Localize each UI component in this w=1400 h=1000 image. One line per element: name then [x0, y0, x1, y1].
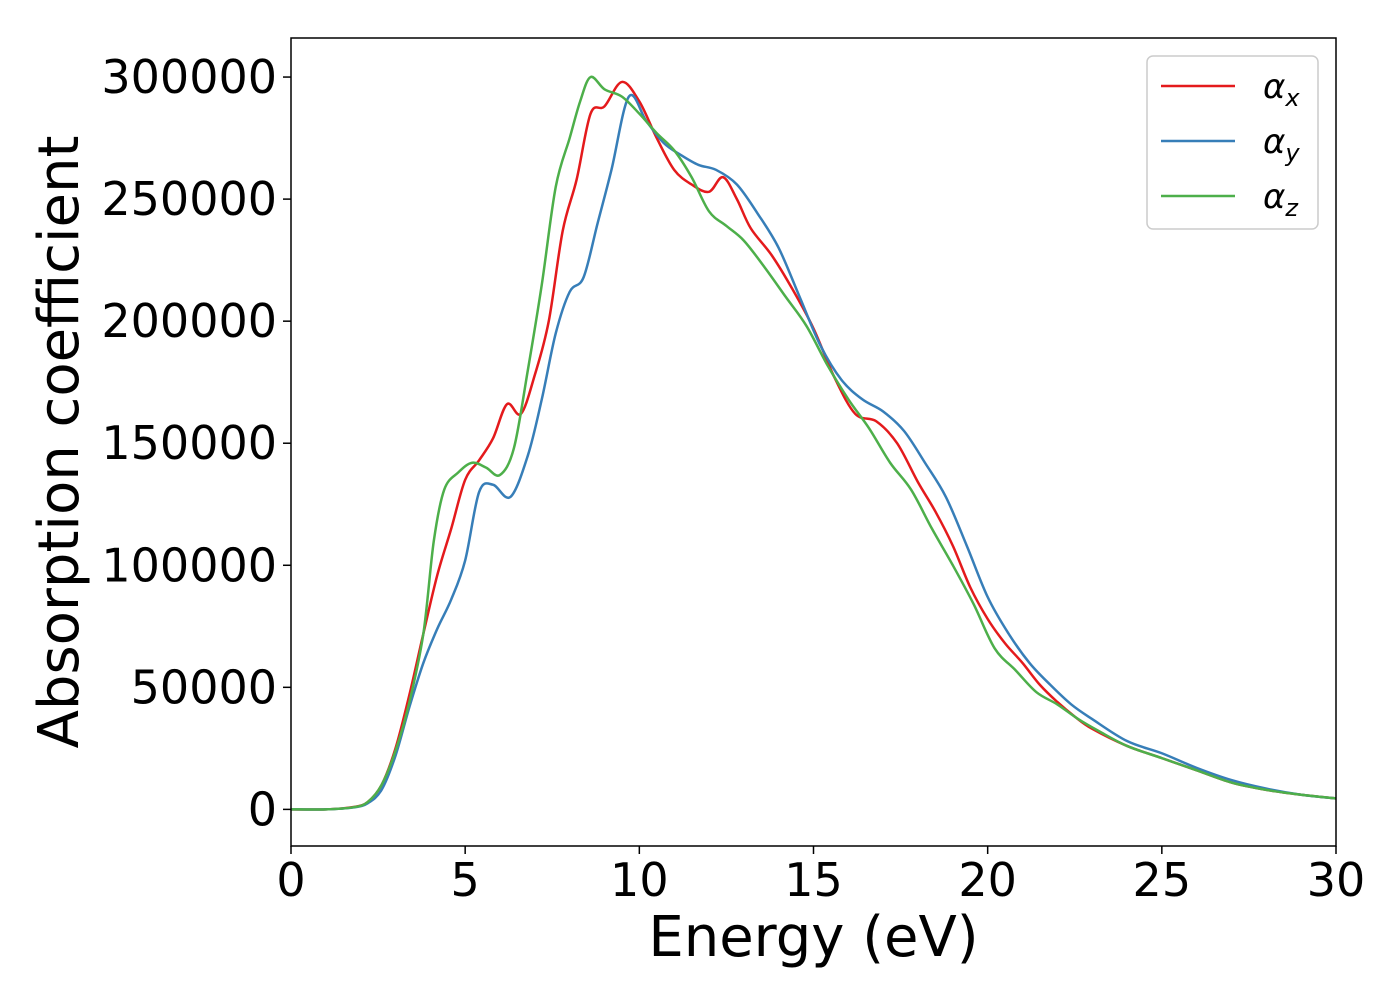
- legend-subscript: x: [1284, 84, 1300, 112]
- x-tick-label: 15: [784, 853, 843, 907]
- y-tick-label: 0: [248, 782, 277, 836]
- y-tick-label: 200000: [101, 294, 277, 348]
- x-tick-label: 20: [958, 853, 1017, 907]
- x-axis-label: Energy (eV): [648, 905, 978, 970]
- legend-label-y: αy: [1263, 122, 1300, 167]
- y-tick-label: 150000: [101, 416, 277, 470]
- x-tick-label: 10: [610, 853, 669, 907]
- legend-box: [1146, 55, 1319, 230]
- x-tick-label: 30: [1307, 853, 1366, 907]
- legend-label-z: αz: [1263, 177, 1299, 222]
- plot-area: [291, 75, 1336, 811]
- y-tick-label: 250000: [101, 172, 277, 226]
- x-tick-label: 0: [276, 853, 305, 907]
- series-line-y: [291, 93, 1336, 811]
- y-tick-label: 300000: [101, 50, 277, 104]
- y-axis-label: Absorption coefficient: [27, 136, 92, 749]
- ticks: 0 5 10 15 20 25 30 0 50000 100000 150000 200000 2500…: [101, 50, 1365, 907]
- legend-label-x: αx: [1263, 67, 1300, 112]
- y-tick-label: 50000: [131, 660, 277, 714]
- x-tick-label: 25: [1133, 853, 1192, 907]
- series-line-x: [291, 80, 1336, 811]
- legend-symbol: α: [1263, 67, 1285, 107]
- x-tick-label: 5: [451, 853, 480, 907]
- legend-subscript: z: [1284, 194, 1299, 222]
- legend-subscript: y: [1284, 139, 1300, 167]
- y-tick-label: 100000: [101, 538, 277, 592]
- legend-symbol: α: [1263, 122, 1285, 162]
- legend-symbol: α: [1263, 177, 1285, 217]
- series-line-z: [291, 75, 1336, 811]
